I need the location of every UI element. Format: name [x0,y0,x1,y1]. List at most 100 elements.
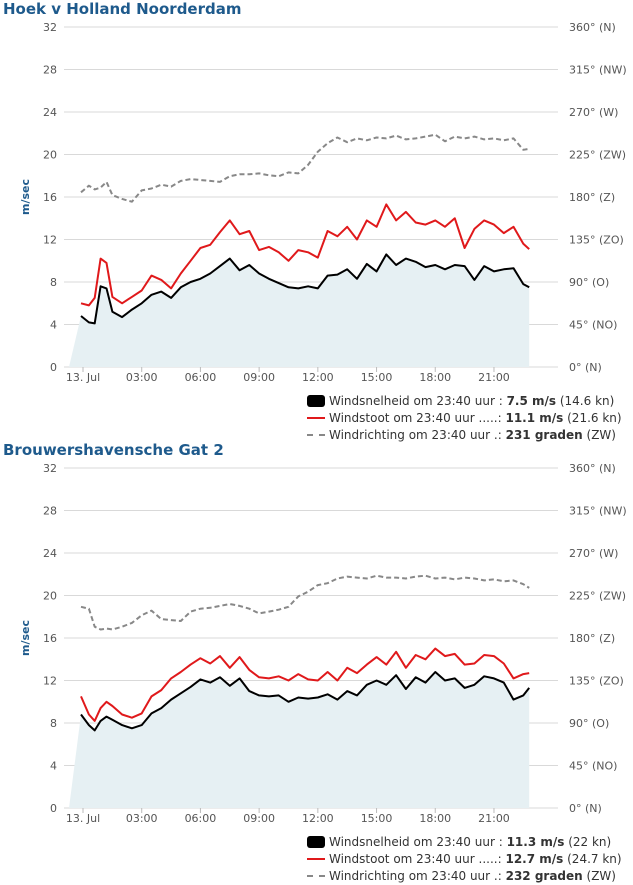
legend-gust-label: Windstoot om 23:40 uur .....: [329,411,502,425]
y2-tick-label: 270° (W) [569,106,618,119]
speed-swatch-icon [307,836,325,848]
legend-gust-extra: (24.7 kn) [567,852,622,866]
y-tick-label: 16 [43,632,57,645]
y2-tick-label: 360° (N) [569,462,616,475]
x-tick-label: 15:00 [361,371,393,384]
x-tick-label: 12:00 [302,812,334,825]
chart-title: Brouwershavensche Gat 2 [3,441,224,459]
chart-title: Hoek v Holland Noorderdam [3,0,242,18]
y2-tick-label: 360° (N) [569,21,616,34]
legend-item-direction[interactable]: Windrichting om 23:40 uur .: 232 graden … [305,868,631,885]
direction-dash-icon [307,870,325,882]
y-tick-label: 24 [43,106,57,119]
speed-line [80,253,530,325]
y-tick-label: 12 [43,675,57,688]
direction-line [80,133,530,203]
y-tick-label: 8 [50,276,57,289]
y-tick-label: 4 [50,760,57,773]
gust-line-icon [307,412,325,424]
legend-speed-label: Windsnelheid om 23:40 uur : [329,835,503,849]
legend-speed-extra: (22 kn) [568,835,612,849]
y2-tick-label: 135° (ZO) [569,675,624,688]
x-tick-label: 06:00 [185,812,217,825]
y-axis-title: m/sec [19,179,32,215]
x-tick-label: 13. Jul [66,371,100,384]
y-tick-label: 20 [43,149,57,162]
gust-line [80,203,530,307]
legend-direction-label: Windrichting om 23:40 uur .: [329,428,502,442]
legend-speed-extra: (14.6 kn) [559,394,615,408]
y-tick-label: 20 [43,590,57,603]
y2-tick-label: 0° (N) [569,361,602,374]
y2-tick-label: 0° (N) [569,802,602,815]
direction-line [80,574,530,631]
x-tick-label: 06:00 [185,371,217,384]
legend-direction-extra: (ZW) [586,428,616,442]
x-tick-label: 21:00 [478,812,510,825]
wind-chart: 0 0° (N) 4 45° (NO) 8 90° (O) 12 135° (ZO) 16 180… [19,462,627,825]
y-tick-label: 16 [43,191,57,204]
x-tick-label: 18:00 [419,812,451,825]
y2-tick-label: 180° (Z) [569,632,615,645]
x-tick-label: 09:00 [243,371,275,384]
y-tick-label: 0 [50,802,57,815]
y2-tick-label: 90° (O) [569,276,609,289]
gust-line-icon [307,853,325,865]
wind-chart: 0 0° (N) 4 45° (NO) 8 90° (O) 12 135° (ZO) 16 180… [19,21,627,384]
legend-gust-value: 12.7 m/s [505,852,564,866]
y-tick-label: 24 [43,547,57,560]
legend-gust-label: Windstoot om 23:40 uur .....: [329,852,502,866]
y2-tick-label: 135° (ZO) [569,234,624,247]
y2-tick-label: 225° (ZW) [569,149,626,162]
legend: Windsnelheid om 23:40 uur : 11.3 m/s (22… [305,834,631,885]
speed-area [69,254,530,367]
legend-speed-label: Windsnelheid om 23:40 uur : [329,394,503,408]
y2-tick-label: 45° (NO) [569,319,617,332]
legend-direction-value: 232 graden [505,869,583,883]
legend-gust-value: 11.1 m/s [505,411,564,425]
gust-line [80,647,530,722]
y-tick-label: 28 [43,505,57,518]
legend-item-direction[interactable]: Windrichting om 23:40 uur .: 231 graden … [305,427,631,444]
y2-tick-label: 180° (Z) [569,191,615,204]
y2-tick-label: 270° (W) [569,547,618,560]
y2-tick-label: 225° (ZW) [569,590,626,603]
legend-direction-value: 231 graden [505,428,583,442]
y-tick-label: 0 [50,361,57,374]
x-tick-label: 18:00 [419,371,451,384]
x-tick-label: 03:00 [126,371,158,384]
y2-tick-label: 45° (NO) [569,760,617,773]
speed-swatch-icon [307,395,325,407]
x-tick-label: 09:00 [243,812,275,825]
y-tick-label: 32 [43,21,57,34]
x-tick-label: 21:00 [478,371,510,384]
legend-item-speed[interactable]: Windsnelheid om 23:40 uur : 11.3 m/s (22… [305,834,631,851]
x-tick-label: 12:00 [302,371,334,384]
station-panel-2: Brouwershavensche Gat 2 0 0° (N) 4 45° (NO)… [0,441,633,884]
speed-line [80,671,530,732]
legend-gust-extra: (21.6 kn) [567,411,622,425]
y-tick-label: 12 [43,234,57,247]
x-tick-label: 13. Jul [66,812,100,825]
y2-tick-label: 315° (NW) [569,64,627,77]
x-tick-label: 03:00 [126,812,158,825]
y-axis-title: m/sec [19,620,32,656]
legend-item-speed[interactable]: Windsnelheid om 23:40 uur : 7.5 m/s (14.… [305,393,631,410]
y2-tick-label: 315° (NW) [569,505,627,518]
legend-direction-label: Windrichting om 23:40 uur .: [329,869,502,883]
speed-area [69,672,530,808]
x-tick-label: 15:00 [361,812,393,825]
y2-tick-label: 90° (O) [569,717,609,730]
y-tick-label: 28 [43,64,57,77]
station-panel-1: Hoek v Holland Noorderdam 0 0° (N) 4 45° (N… [3,0,631,444]
direction-dash-icon [307,429,325,441]
y-tick-label: 4 [50,319,57,332]
y-tick-label: 8 [50,717,57,730]
legend: Windsnelheid om 23:40 uur : 7.5 m/s (14.… [305,393,631,444]
y-tick-label: 32 [43,462,57,475]
legend-speed-value: 11.3 m/s [506,835,565,849]
legend-direction-extra: (ZW) [586,869,616,883]
legend-speed-value: 7.5 m/s [506,394,557,408]
legend-item-gust[interactable]: Windstoot om 23:40 uur .....: 12.7 m/s (… [305,851,631,868]
legend-item-gust[interactable]: Windstoot om 23:40 uur .....: 11.1 m/s (… [305,410,631,427]
